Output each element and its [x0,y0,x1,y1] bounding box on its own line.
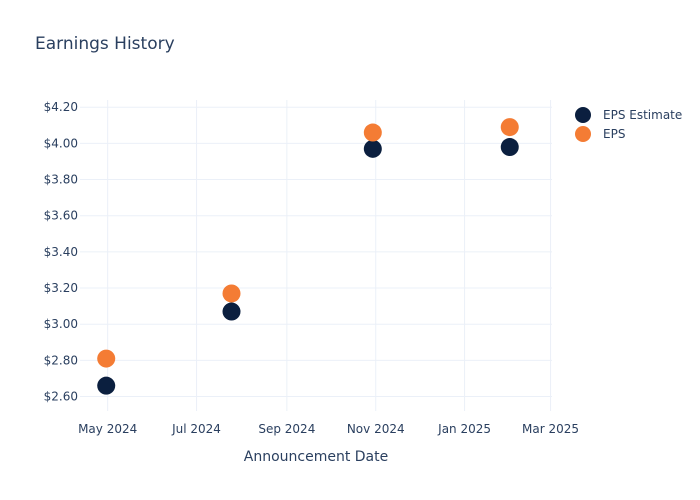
point-eps[interactable] [363,123,382,142]
legend-label-eps: EPS [603,126,626,141]
point-eps-estimate[interactable] [363,139,382,158]
y-tick-label: $2.60 [44,390,78,404]
legend-item-eps-estimate[interactable]: EPS Estimate [574,105,682,124]
x-axis-title: Announcement Date [244,449,388,465]
grid [80,100,552,411]
x-tick-label: Mar 2025 [522,422,579,436]
y-tick-label: $3.80 [44,173,78,187]
point-eps[interactable] [222,284,241,303]
data-points [97,118,519,395]
x-tick-label: Jul 2024 [171,422,221,436]
point-eps[interactable] [500,118,519,137]
legend-marker-eps-estimate [575,106,591,123]
chart-title: Earnings History [35,34,175,54]
y-tick-label: $4.20 [44,100,78,114]
y-tick-label: $4.00 [44,136,78,150]
x-tick-label: Jan 2025 [437,422,491,436]
legend-marker-eps [575,125,591,142]
point-eps-estimate[interactable] [222,302,241,321]
x-tick-label: Sep 2024 [258,422,315,436]
point-eps[interactable] [97,349,116,368]
y-tick-label: $3.40 [44,245,78,259]
y-axis-ticks: $2.60 $2.80 $3.00 $3.20 $3.40 $3.60 $3.80 $4.00… [44,100,78,403]
point-eps-estimate[interactable] [500,138,519,157]
y-tick-label: $3.20 [44,281,78,295]
x-axis-ticks: May 2024 Jul 2024 Sep 2024 Nov 2024 Jan 2025… [78,422,579,436]
legend: EPS Estimate EPS [574,105,682,143]
legend-item-eps[interactable]: EPS [574,124,682,143]
legend-label-eps-estimate: EPS Estimate [603,107,683,122]
y-tick-label: $2.80 [44,353,78,367]
point-eps-estimate[interactable] [97,376,116,395]
x-tick-label: May 2024 [78,422,137,436]
x-tick-label: Nov 2024 [347,422,405,436]
y-tick-label: $3.00 [44,317,78,331]
y-tick-label: $3.60 [44,209,78,223]
